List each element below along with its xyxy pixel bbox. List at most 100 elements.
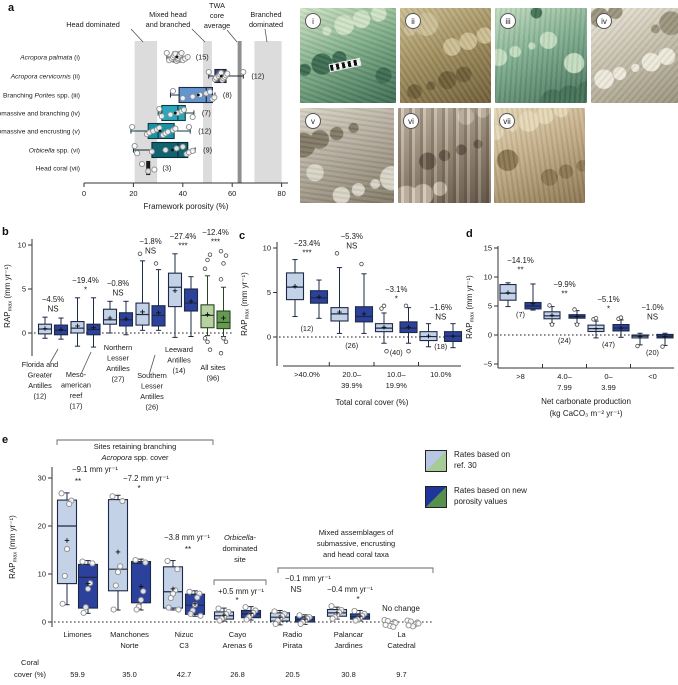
box-row	[163, 49, 191, 65]
cover-value: 26.8	[230, 670, 245, 679]
legend-label-line: porosity values	[454, 496, 508, 506]
boxplot-group	[631, 332, 674, 349]
group-label: Lesser	[107, 354, 129, 363]
annotation: +0.5 mm yr⁻¹	[218, 587, 264, 596]
category-label: 39.9%	[341, 381, 363, 390]
row-count: (12)	[198, 127, 211, 136]
significance: NS	[290, 585, 301, 594]
row-count: (3)	[162, 164, 171, 173]
cover-value: 30.8	[341, 670, 356, 679]
boxplot-group	[269, 608, 316, 627]
category-label: 19.9%	[386, 381, 408, 390]
category-label: 0–	[604, 372, 613, 381]
y-tick: 10	[38, 570, 46, 579]
category-label: 10.0–	[387, 370, 407, 379]
photo-iv: iv	[591, 8, 678, 103]
annotation: −27.4%	[170, 232, 197, 241]
row-label: Submassive and branching (iv)	[0, 111, 80, 118]
legend-text: Rates based on ref. 30	[454, 450, 510, 471]
count: (47)	[602, 340, 615, 349]
boxplot-group	[135, 251, 166, 331]
boxplot-group	[70, 297, 101, 348]
legend: Rates based on ref. 30 Rates based on new…	[425, 450, 527, 522]
y-tick: 5	[488, 302, 492, 311]
bracket-label: Orbicella-	[224, 533, 257, 542]
group-label: Antilles	[106, 364, 130, 373]
y-tick: 10	[263, 244, 271, 253]
y-tick: 15	[484, 244, 492, 253]
site-label: La	[397, 630, 406, 639]
legend-label-line: Rates based on new	[454, 486, 527, 495]
boxplot-group	[167, 253, 199, 338]
annotation: −5.1%	[597, 295, 619, 304]
y-tick: 0	[267, 333, 271, 342]
significance: NS	[435, 313, 446, 322]
bracket-label: Sites retaining branching	[94, 442, 177, 451]
group-label: reef	[70, 391, 84, 400]
box-row	[169, 86, 218, 104]
y-tick: 0	[42, 618, 46, 627]
row-count: (9)	[203, 146, 212, 155]
count: (24)	[558, 336, 571, 345]
annotation: No change	[382, 604, 420, 613]
band-label: core	[210, 11, 224, 20]
y-tick: 0	[22, 329, 26, 338]
significance: *	[235, 596, 238, 605]
category-label: 20.0–	[342, 370, 362, 379]
cover-value: 9.7	[396, 670, 406, 679]
site-label: Cayo	[229, 630, 247, 639]
cover-row-label: cover (%)	[14, 670, 47, 679]
boxplot-group	[330, 251, 374, 334]
band-label: Mixed head	[149, 10, 187, 19]
row-label: Submassive and encrusting (v)	[0, 129, 80, 136]
box-row	[129, 122, 193, 140]
count: (7)	[516, 310, 525, 319]
boxplot-group	[200, 248, 231, 356]
band-label: dominated	[249, 20, 283, 29]
x-axis-title: Framework porosity (%)	[144, 202, 229, 211]
photo-label-v: v	[305, 113, 321, 129]
x-axis-title: (kg CaCO₃ m⁻² yr⁻¹)	[549, 409, 622, 418]
box-row	[138, 160, 158, 176]
band-label: Head dominated	[66, 20, 120, 29]
annotation: −5.3%	[341, 232, 363, 241]
site-label: Radio	[283, 630, 303, 639]
y-tick: −5	[483, 360, 492, 369]
site-label: Nizuc	[175, 630, 194, 639]
legend-item-ref30: Rates based on ref. 30	[425, 450, 527, 472]
x-axis-title: Total coral cover (%)	[336, 398, 409, 407]
y-axis-label: RAPmax (mm yr⁻¹)	[8, 515, 19, 579]
significance: *	[356, 595, 359, 604]
group-label: Greater	[28, 371, 53, 380]
band-label: average	[204, 21, 230, 30]
significance: NS	[145, 247, 156, 256]
boxplot-group	[419, 323, 463, 349]
photo-v: v	[300, 108, 394, 203]
annotation: −19.4%	[72, 276, 99, 285]
group-label: (96)	[207, 374, 220, 383]
site-label: Pirata	[283, 641, 303, 650]
annotation: −9.9%	[553, 280, 575, 289]
significance: *	[84, 286, 87, 295]
row-label: Orbicella spp. (vi)	[29, 148, 80, 155]
group-label: (12)	[34, 392, 47, 401]
annotation: −1.6%	[430, 303, 452, 312]
band	[134, 41, 158, 183]
group-label: Leeward	[165, 345, 193, 354]
group-label: (17)	[70, 402, 83, 411]
row-count: (7)	[202, 109, 211, 118]
photo-label-i: i	[305, 13, 321, 29]
group-label: (14)	[173, 366, 186, 375]
y-tick: 10	[18, 241, 26, 250]
annotation: −12.4%	[202, 228, 229, 237]
x-tick: 60	[228, 189, 236, 198]
legend-swatch-new-porosity	[425, 486, 447, 508]
photo-vi: vi	[398, 108, 491, 203]
category-label: >40.0%	[294, 370, 320, 379]
photo-label-iii: iii	[500, 13, 516, 29]
cover-value: 42.7	[177, 670, 192, 679]
significance: **	[517, 266, 523, 275]
photo-label-vii: vii	[499, 113, 515, 129]
annotation: −0.8%	[107, 279, 129, 288]
